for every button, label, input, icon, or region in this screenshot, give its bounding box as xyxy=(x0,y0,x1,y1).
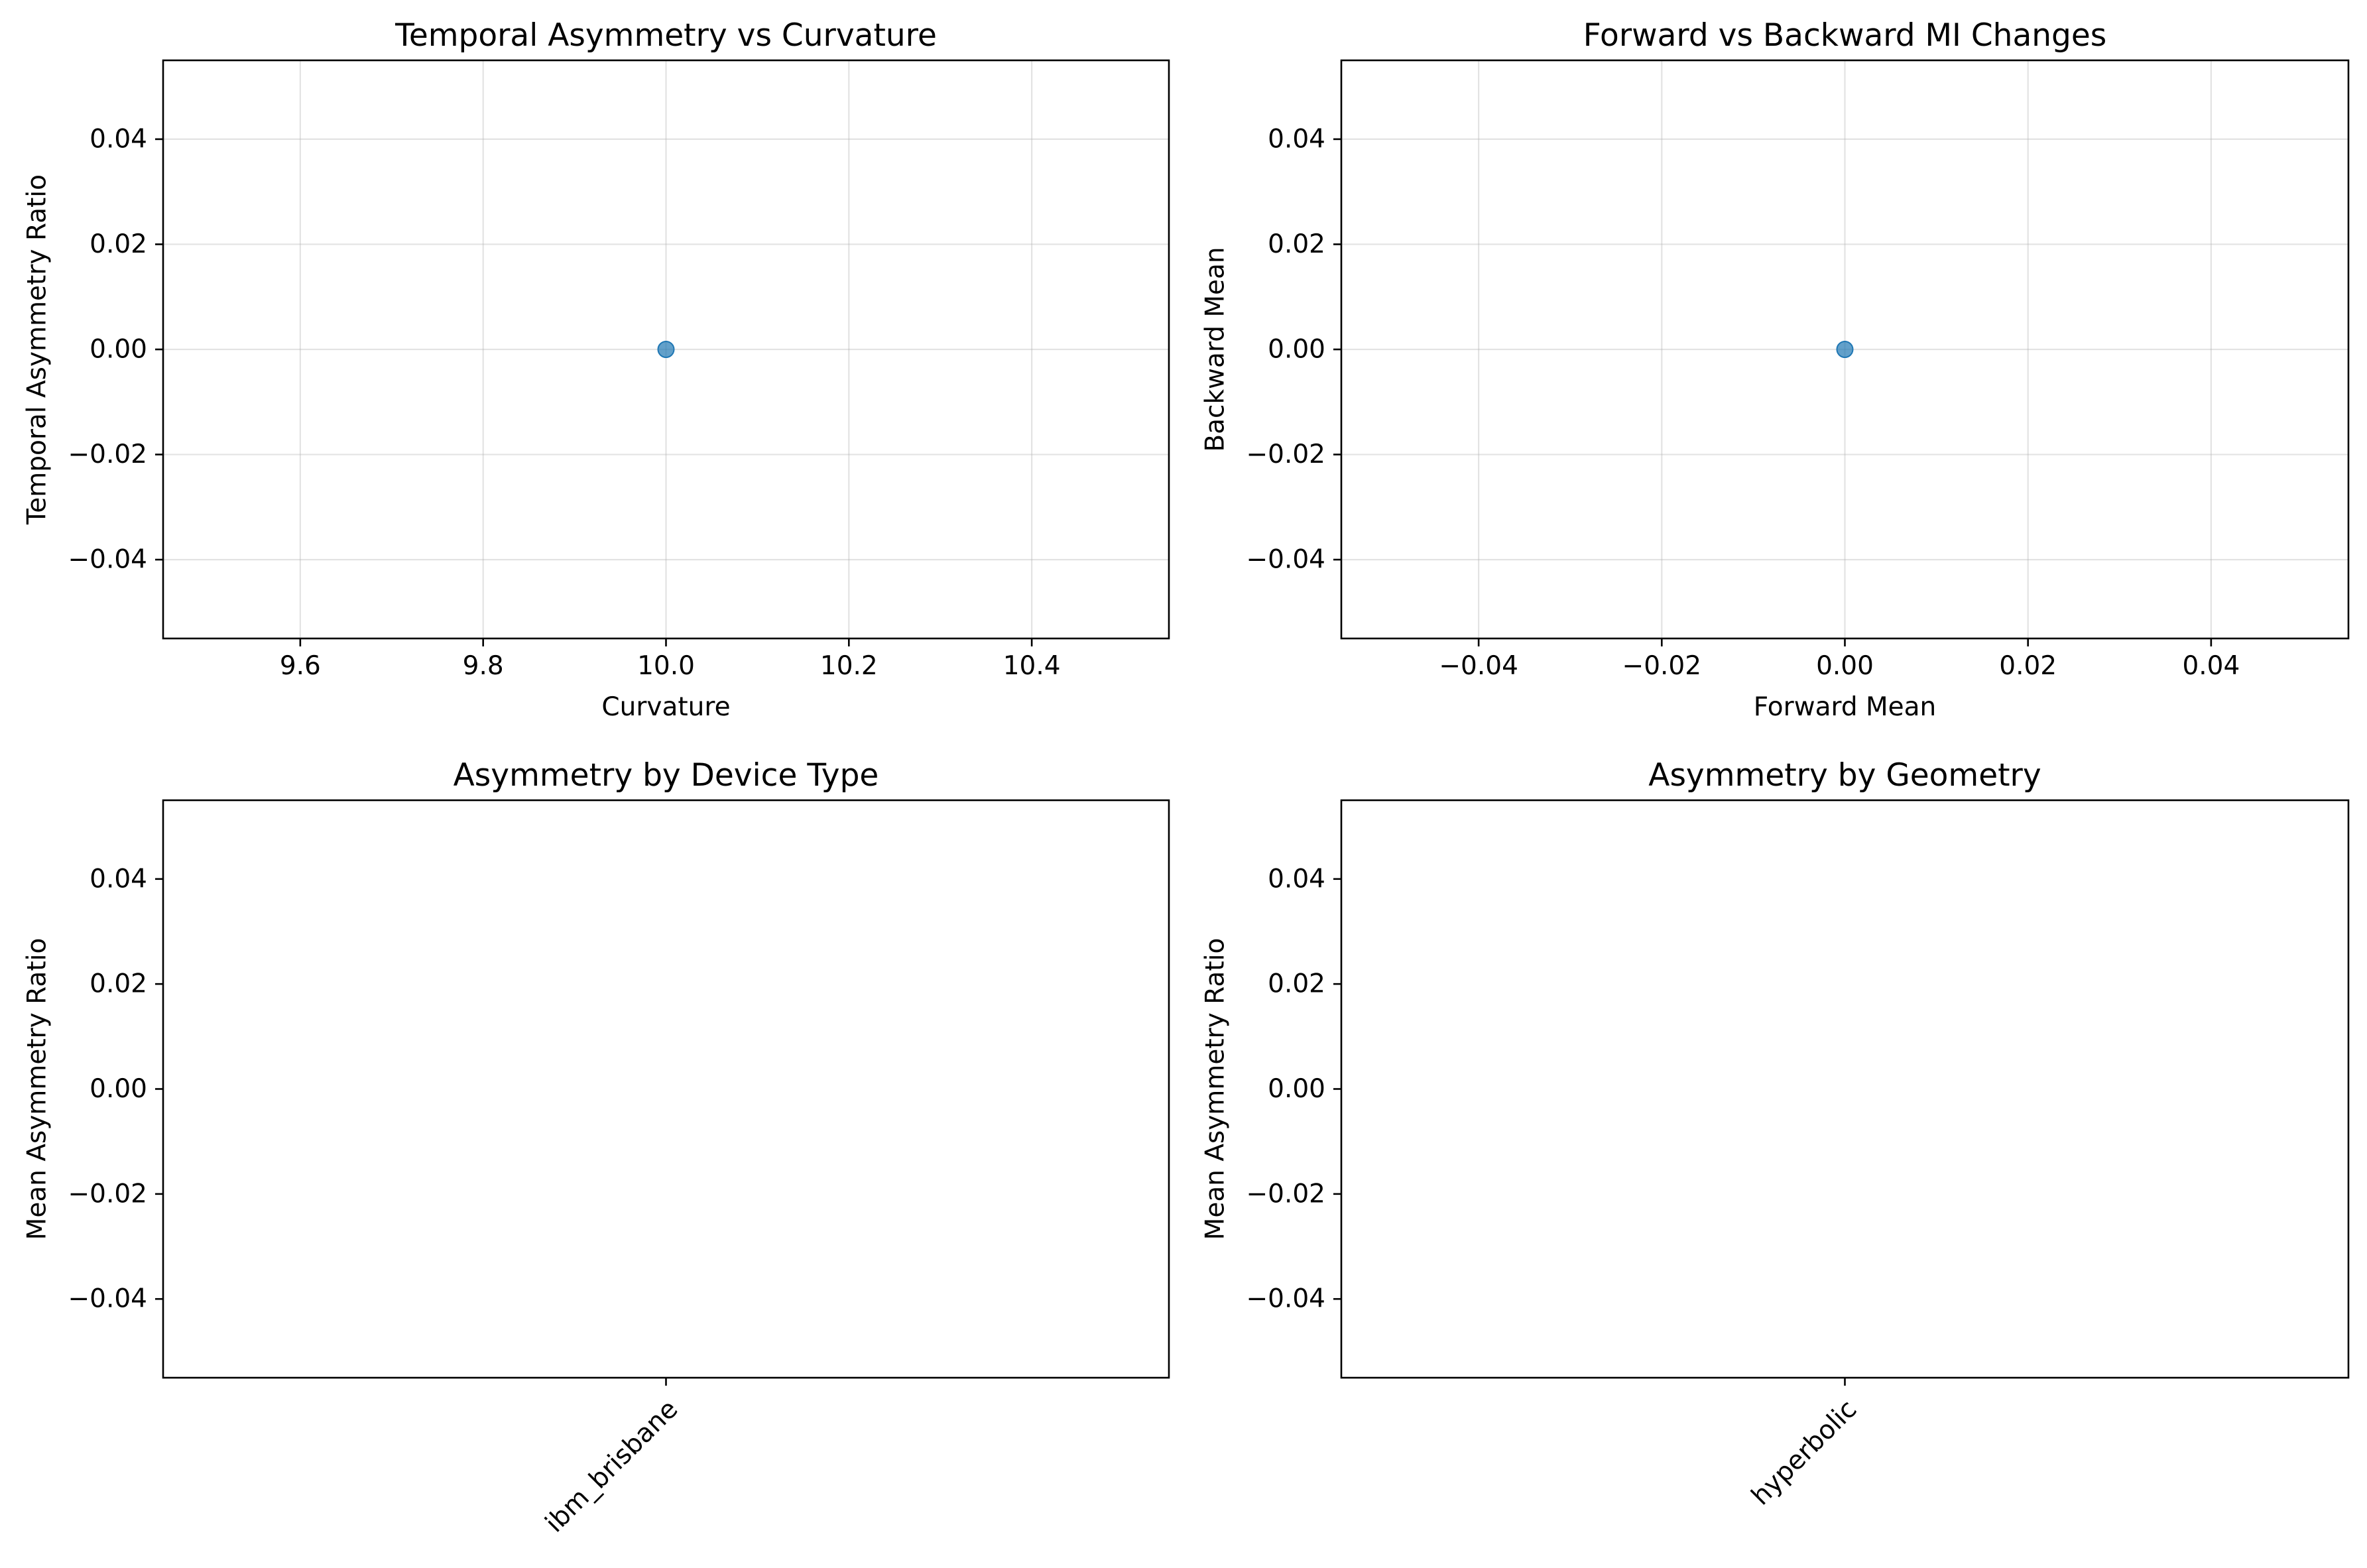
y-tick-label: 0.04 xyxy=(90,124,147,154)
y-tick-label: −0.02 xyxy=(1246,440,1325,469)
y-axis-label: Mean Asymmetry Ratio xyxy=(23,938,52,1240)
y-axis-label: Backward Mean xyxy=(1201,247,1231,452)
x-tick-label: 0.00 xyxy=(1816,651,1874,681)
y-tick-label: −0.02 xyxy=(68,1179,147,1209)
y-tick-label: 0.04 xyxy=(1268,124,1325,154)
y-tick-label: 0.04 xyxy=(90,864,147,894)
x-tick-label: 10.2 xyxy=(820,651,878,681)
y-tick-label: 0.02 xyxy=(90,229,147,259)
y-tick-label: 0.00 xyxy=(90,335,147,365)
x-axis-label: Curvature xyxy=(601,692,730,722)
x-tick-label: 10.4 xyxy=(1003,651,1061,681)
y-tick-label: −0.04 xyxy=(68,545,147,575)
chart-panel-2: 0.04 0.02 0.00 −0.02 −0.04 −0.04 −0.02 0.00 0.02… xyxy=(1201,17,2350,722)
chart-title: Temporal Asymmetry vs Curvature xyxy=(394,17,937,54)
x-tick-label: 9.6 xyxy=(280,651,321,681)
x-tick-label: 0.02 xyxy=(1999,651,2057,681)
y-tick-label: 0.02 xyxy=(1268,969,1325,999)
y-tick-label: 0.02 xyxy=(90,969,147,999)
chart-title: Asymmetry by Geometry xyxy=(1648,757,2041,794)
y-tick-label: −0.02 xyxy=(1246,1179,1325,1209)
y-tick-label: −0.04 xyxy=(68,1284,147,1314)
y-tick-label: 0.04 xyxy=(1268,864,1325,894)
x-axis-label: Forward Mean xyxy=(1754,692,1937,722)
scatter-point xyxy=(1836,341,1854,358)
y-axis-label: Temporal Asymmetry Ratio xyxy=(23,174,52,525)
x-tick-label: 10.0 xyxy=(637,651,695,681)
x-tick-label: 0.04 xyxy=(2182,651,2240,681)
y-axis-label: Mean Asymmetry Ratio xyxy=(1201,938,1231,1240)
x-tick-label: 9.8 xyxy=(463,651,504,681)
scatter-point xyxy=(657,341,675,358)
y-tick-label: 0.02 xyxy=(1268,229,1325,259)
y-tick-label: 0.00 xyxy=(1268,1074,1325,1104)
x-tick-label: −0.02 xyxy=(1622,651,1702,681)
y-tick-label: −0.04 xyxy=(1246,545,1325,575)
chart-title: Asymmetry by Device Type xyxy=(454,757,879,794)
chart-title: Forward vs Backward MI Changes xyxy=(1583,17,2107,54)
y-tick-label: 0.00 xyxy=(1268,335,1325,365)
y-tick-label: −0.04 xyxy=(1246,1284,1325,1314)
y-tick-label: 0.00 xyxy=(90,1074,147,1104)
x-tick-label: −0.04 xyxy=(1439,651,1518,681)
chart-panel-1: 0.04 0.02 0.00 −0.02 −0.04 9.6 9.8 10.0 10.2 10.4… xyxy=(23,17,1170,722)
y-tick-label: −0.02 xyxy=(68,440,147,469)
